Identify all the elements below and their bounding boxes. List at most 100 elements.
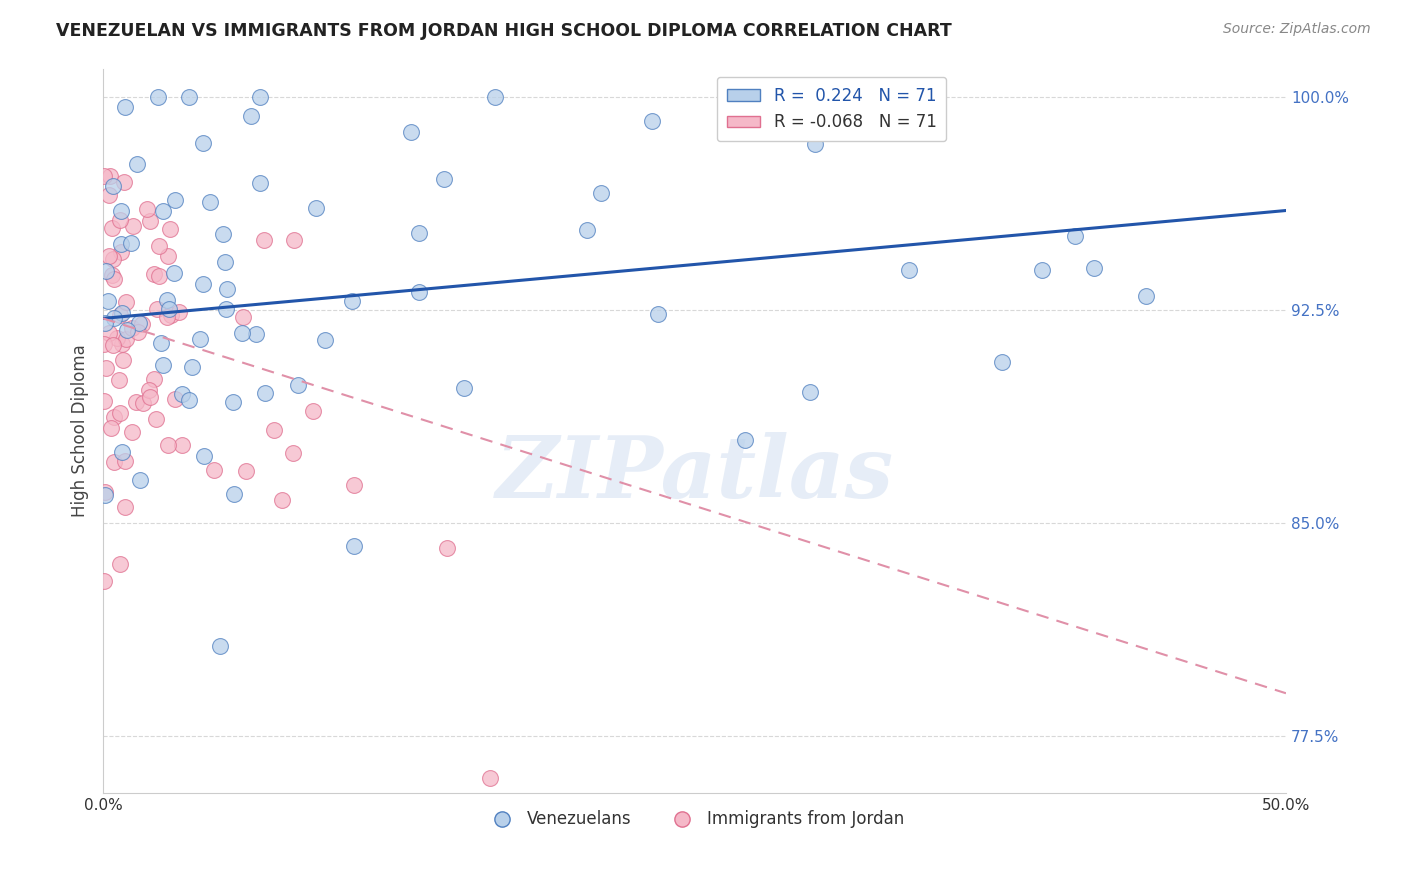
Point bbox=[408, 285, 430, 300]
Point bbox=[98, 169, 121, 183]
Point bbox=[98, 250, 121, 264]
Point bbox=[990, 354, 1012, 368]
Point bbox=[139, 214, 162, 228]
Point bbox=[94, 361, 117, 376]
Point bbox=[100, 421, 122, 435]
Point bbox=[93, 169, 115, 184]
Point bbox=[105, 331, 128, 345]
Point bbox=[181, 360, 204, 375]
Point bbox=[115, 323, 138, 337]
Point bbox=[202, 462, 225, 476]
Point bbox=[131, 396, 153, 410]
Point bbox=[222, 487, 245, 501]
Point bbox=[215, 281, 238, 295]
Point bbox=[94, 263, 117, 277]
Point bbox=[152, 204, 174, 219]
Point bbox=[127, 326, 149, 340]
Point bbox=[399, 125, 422, 139]
Point bbox=[1064, 228, 1087, 243]
Point bbox=[94, 488, 117, 502]
Point bbox=[142, 267, 165, 281]
Point bbox=[163, 392, 186, 406]
Point bbox=[111, 306, 134, 320]
Point bbox=[110, 236, 132, 251]
Point bbox=[93, 574, 115, 589]
Point bbox=[314, 333, 336, 347]
Point bbox=[112, 352, 135, 367]
Point bbox=[156, 293, 179, 307]
Point bbox=[245, 326, 267, 341]
Point bbox=[232, 310, 254, 324]
Point bbox=[193, 450, 215, 464]
Point bbox=[342, 293, 364, 308]
Point bbox=[111, 337, 134, 351]
Point bbox=[103, 410, 125, 425]
Point bbox=[110, 204, 132, 219]
Point bbox=[138, 383, 160, 397]
Point bbox=[1135, 289, 1157, 303]
Point bbox=[283, 446, 305, 460]
Point bbox=[114, 100, 136, 114]
Point bbox=[589, 186, 612, 200]
Point bbox=[97, 187, 120, 202]
Point bbox=[641, 114, 664, 128]
Point bbox=[114, 454, 136, 468]
Point bbox=[287, 378, 309, 392]
Point bbox=[283, 234, 305, 248]
Point bbox=[305, 202, 328, 216]
Point bbox=[169, 305, 191, 319]
Point bbox=[160, 308, 183, 322]
Point bbox=[478, 772, 501, 786]
Point bbox=[408, 226, 430, 240]
Point bbox=[172, 438, 194, 452]
Point bbox=[159, 222, 181, 236]
Point bbox=[177, 392, 200, 407]
Point bbox=[148, 238, 170, 252]
Point bbox=[898, 263, 921, 277]
Point bbox=[214, 255, 236, 269]
Point bbox=[453, 380, 475, 394]
Point bbox=[249, 176, 271, 190]
Point bbox=[103, 455, 125, 469]
Y-axis label: High School Diploma: High School Diploma bbox=[72, 344, 89, 517]
Point bbox=[135, 202, 157, 216]
Point bbox=[101, 220, 124, 235]
Point bbox=[172, 387, 194, 401]
Point bbox=[576, 223, 599, 237]
Point bbox=[111, 445, 134, 459]
Point bbox=[263, 423, 285, 437]
Point bbox=[103, 311, 125, 326]
Point bbox=[146, 90, 169, 104]
Point bbox=[101, 268, 124, 282]
Point bbox=[97, 294, 120, 309]
Point bbox=[93, 337, 115, 351]
Point bbox=[270, 493, 292, 508]
Point bbox=[190, 332, 212, 346]
Point bbox=[125, 156, 148, 170]
Point bbox=[647, 307, 669, 321]
Point bbox=[163, 266, 186, 280]
Point bbox=[112, 175, 135, 189]
Point bbox=[103, 272, 125, 286]
Point bbox=[240, 109, 263, 123]
Point bbox=[157, 437, 180, 451]
Text: VENEZUELAN VS IMMIGRANTS FROM JORDAN HIGH SCHOOL DIPLOMA CORRELATION CHART: VENEZUELAN VS IMMIGRANTS FROM JORDAN HIG… bbox=[56, 22, 952, 40]
Point bbox=[249, 90, 271, 104]
Point bbox=[209, 639, 232, 653]
Point bbox=[108, 406, 131, 420]
Point bbox=[103, 338, 125, 352]
Point bbox=[128, 316, 150, 330]
Point bbox=[93, 485, 115, 500]
Point bbox=[253, 234, 276, 248]
Point bbox=[433, 171, 456, 186]
Point bbox=[1083, 261, 1105, 276]
Point bbox=[107, 373, 129, 387]
Point bbox=[114, 295, 136, 310]
Point bbox=[145, 412, 167, 426]
Point bbox=[215, 302, 238, 317]
Point bbox=[125, 394, 148, 409]
Point bbox=[222, 394, 245, 409]
Point bbox=[163, 193, 186, 207]
Point bbox=[156, 249, 179, 263]
Point bbox=[734, 433, 756, 447]
